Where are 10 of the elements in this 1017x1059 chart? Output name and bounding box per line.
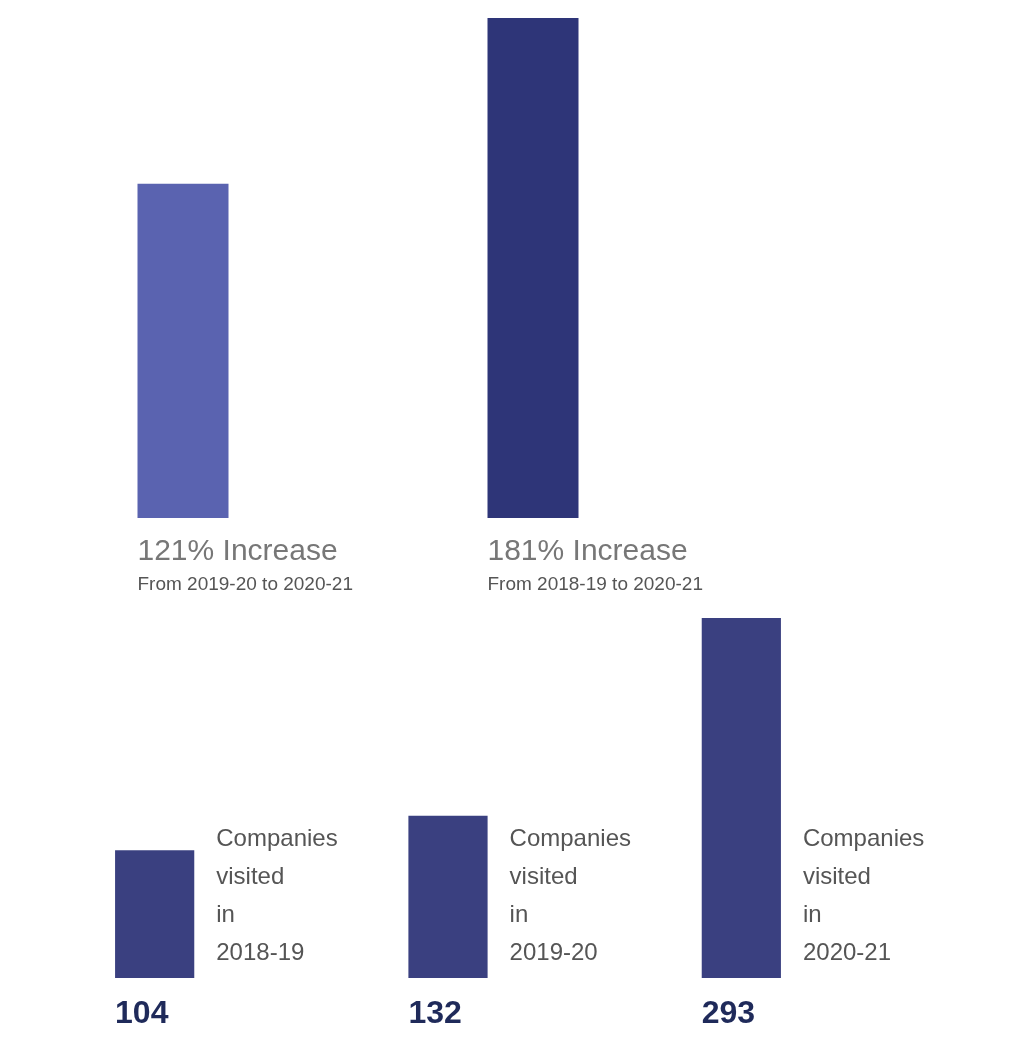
x-tick-label: Companies visited in 2018-19 bbox=[216, 824, 338, 965]
data-label: 293 bbox=[701, 994, 756, 1030]
data-label: 132 bbox=[408, 994, 462, 1030]
x-tick-label: From 2018-19 to 2020-21 bbox=[487, 573, 703, 594]
data-label: 121% Increase bbox=[137, 533, 338, 566]
data-label: 181% Increase bbox=[487, 533, 688, 566]
data-label: 104 bbox=[115, 994, 169, 1030]
x-tick-label: From 2019-20 to 2020-21 bbox=[137, 573, 353, 594]
x-tick-label: Companies visited in 2020-21 bbox=[802, 824, 925, 965]
x-tick-label: Companies visited in 2019-20 bbox=[509, 824, 632, 965]
